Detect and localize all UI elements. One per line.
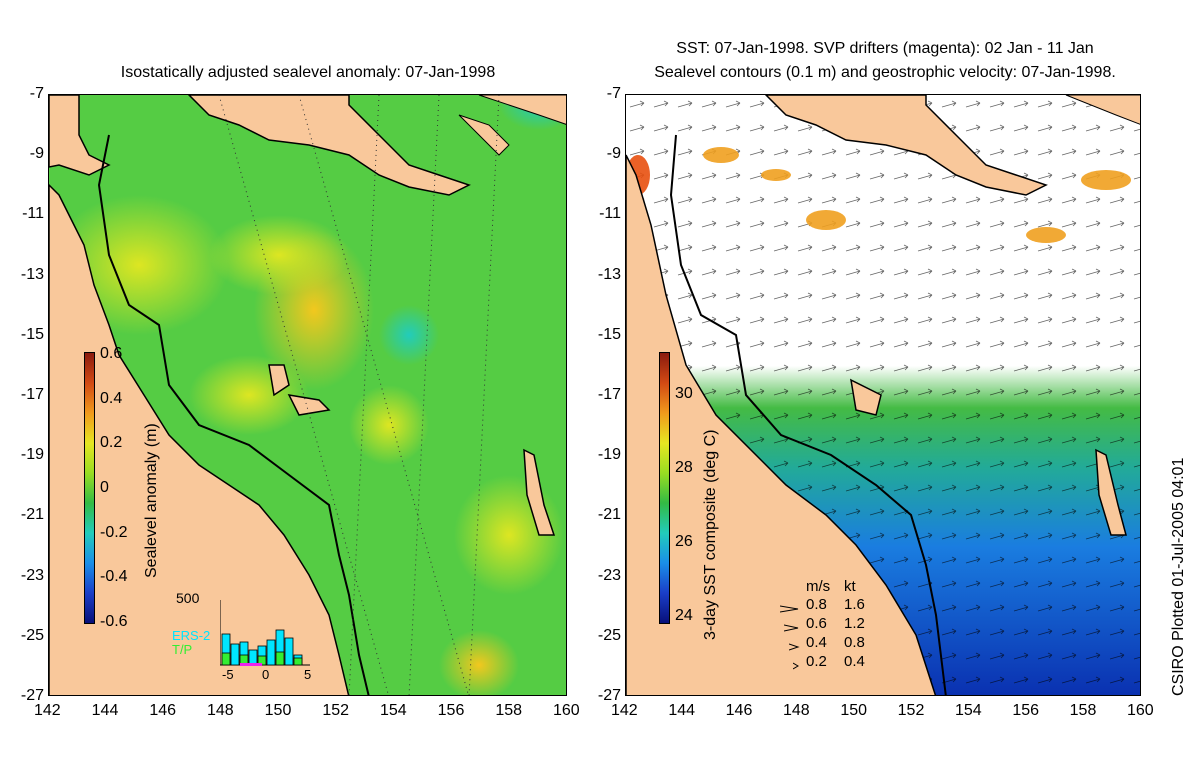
left-x-tick-label: 146 <box>149 702 177 719</box>
right-x-tick-label: 156 <box>1012 702 1040 719</box>
left-y-tick-label: -7 <box>29 85 44 102</box>
sealevel-colorbar <box>84 352 95 624</box>
inset-xtick-neg5: -5 <box>222 667 234 682</box>
left-y-tick-label: -9 <box>29 145 44 163</box>
left-x-tick-label: 156 <box>437 702 465 719</box>
left-x-tick-label: 160 <box>553 702 580 719</box>
sst-colorbar-tick: 28 <box>675 459 693 476</box>
right-x-tick-label: 158 <box>1069 702 1097 719</box>
right-x-tick-label: 144 <box>668 702 696 719</box>
velocity-legend-kt-value: 1.6 <box>844 596 865 613</box>
right-x-tick-label: 152 <box>897 702 925 719</box>
left-x-tick-label: 150 <box>264 702 292 719</box>
inset-xtick-0: 0 <box>262 667 270 682</box>
left-x-tick-label: 158 <box>495 702 523 719</box>
velocity-arrow-icon <box>779 601 800 619</box>
inset-bars <box>219 600 310 666</box>
inset-series-tp: T/P <box>172 642 193 657</box>
right-y-tick-label: -19 <box>597 446 621 464</box>
left-y-tick-label: -25 <box>20 626 44 644</box>
left-y-tick-label: -13 <box>20 265 44 283</box>
velocity-legend: m/s kt 0.8 1.6 0.6 1.2 0.4 0.8 0.2 0.4 <box>778 578 878 670</box>
sst-colorbar-tick: 26 <box>675 533 693 550</box>
sst-colorbar <box>659 352 670 624</box>
right-x-tick-label: 154 <box>955 702 982 719</box>
velocity-legend-ms-value: 0.4 <box>806 634 827 651</box>
velocity-legend-kt-value: 1.2 <box>844 615 865 632</box>
sealevel-colorbar-tick: 0.6 <box>100 345 123 362</box>
right-y-tick-label: -13 <box>597 265 621 283</box>
velocity-legend-header-kt: kt <box>844 578 856 595</box>
right-y-tick-label: -17 <box>597 386 621 403</box>
right-x-tick-label: 142 <box>611 702 638 719</box>
velocity-arrow-icon <box>783 620 800 638</box>
sealevel-colorbar-tick: -0.6 <box>100 613 128 630</box>
velocity-legend-ms-value: 0.8 <box>806 596 827 613</box>
inset-xtick-5: 5 <box>304 667 312 682</box>
right-panel-title-line2: Sealevel contours (0.1 m) and geostrophi… <box>654 64 1116 81</box>
right-y-tick-label: -11 <box>599 205 621 223</box>
left-y-tick-label: -17 <box>20 386 44 403</box>
velocity-arrow-icon <box>788 639 800 657</box>
sealevel-anomaly-map <box>48 94 567 696</box>
sealevel-colorbar-tick: 0.2 <box>100 434 123 452</box>
left-y-tick-label: -27 <box>20 687 44 704</box>
right-y-tick-label: -9 <box>606 145 621 163</box>
sealevel-colorbar-tick: -0.4 <box>100 568 128 586</box>
right-y-tick-label: -7 <box>606 85 621 102</box>
sealevel-colorbar-tick: -0.2 <box>100 523 128 541</box>
left-y-tick-label: -19 <box>20 446 44 464</box>
velocity-arrow-icon <box>792 658 800 676</box>
left-y-tick-label: -11 <box>22 205 44 223</box>
inset-ymax-label: 500 <box>176 590 200 606</box>
left-x-tick-label: 154 <box>380 702 407 719</box>
left-y-tick-label: -23 <box>20 566 44 584</box>
sst-colorbar-tick: 30 <box>675 385 693 402</box>
velocity-legend-kt-value: 0.4 <box>844 653 865 670</box>
track-histogram-inset: 500 ERS-2 T/P -5 0 5 <box>172 590 311 682</box>
right-x-tick-label: 160 <box>1127 702 1154 719</box>
velocity-legend-header-ms: m/s <box>806 578 831 595</box>
right-x-tick-label: 148 <box>783 702 810 719</box>
inset-series-ers2: ERS-2 <box>172 628 211 643</box>
left-panel-title: Isostatically adjusted sealevel anomaly:… <box>120 64 496 81</box>
sst-colorbar-tick: 24 <box>675 607 693 624</box>
sst-map-graphic <box>626 95 1140 695</box>
velocity-legend-ms-value: 0.2 <box>806 653 827 670</box>
right-y-tick-label: -25 <box>597 626 621 644</box>
sealevel-colorbar-tick: 0 <box>100 479 109 496</box>
sst-colorbar-label: 3-day SST composite (deg C) <box>702 429 719 640</box>
velocity-legend-kt-value: 0.8 <box>844 634 865 651</box>
right-x-tick-label: 150 <box>840 702 868 719</box>
left-x-tick-label: 148 <box>207 702 234 719</box>
left-x-tick-label: 152 <box>322 702 350 719</box>
sst-map <box>625 94 1141 696</box>
left-y-tick-label: -21 <box>20 506 44 524</box>
left-y-tick-label: -15 <box>20 325 44 343</box>
left-x-tick-label: 142 <box>34 702 61 719</box>
sealevel-colorbar-tick: 0.4 <box>100 389 123 407</box>
velocity-legend-ms-value: 0.6 <box>806 615 827 632</box>
right-x-tick-label: 146 <box>725 702 753 719</box>
sealevel-colorbar-label: Sealevel anomaly (m) <box>143 423 160 578</box>
plot-credit: CSIRO Plotted 01-Jul-2005 04:01 <box>1170 457 1187 696</box>
right-y-tick-label: -27 <box>597 687 621 704</box>
right-y-tick-label: -23 <box>597 566 621 584</box>
left-x-tick-label: 144 <box>91 702 119 719</box>
right-y-tick-label: -21 <box>597 506 621 524</box>
sealevel-map-graphic <box>49 95 566 695</box>
right-panel-title-line1: SST: 07-Jan-1998. SVP drifters (magenta)… <box>676 40 1094 57</box>
right-y-tick-label: -15 <box>597 325 621 343</box>
